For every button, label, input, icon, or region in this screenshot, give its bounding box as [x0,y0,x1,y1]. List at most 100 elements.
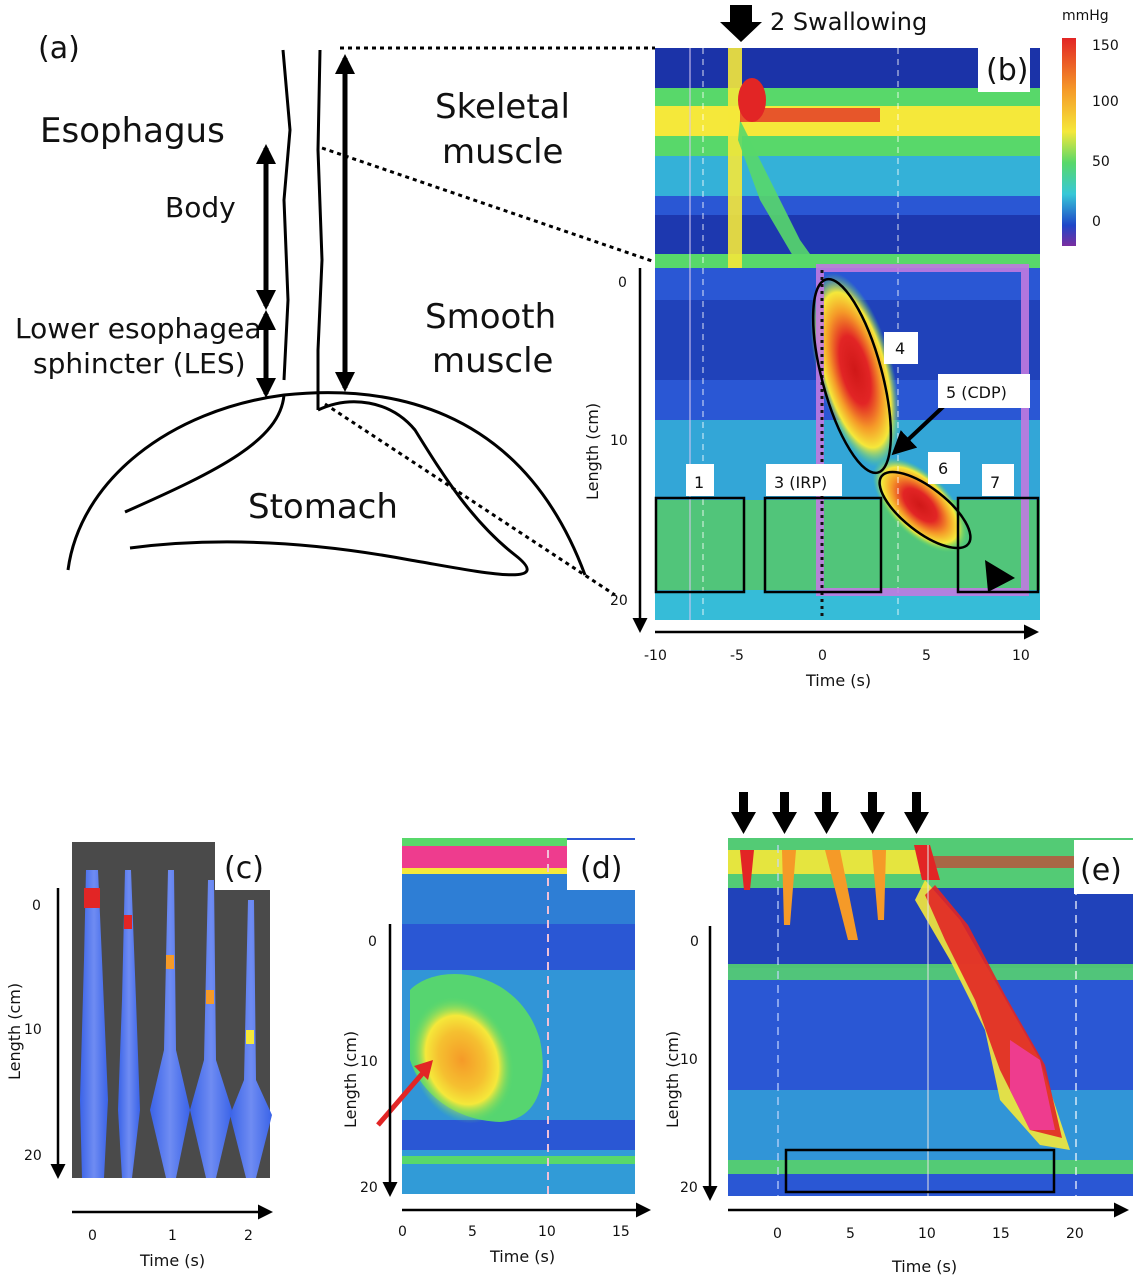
panel-d-letter-bg [567,840,635,890]
d-ytick-10: 10 [360,1054,378,1070]
band-ues-lower [655,136,1040,156]
tube-1-hotspot [84,888,100,908]
e-les-box [784,1148,1056,1194]
b-xtick-10: 10 [1012,648,1030,664]
panel-b-letter: (b) [986,53,1028,88]
d-xtick-5: 5 [468,1224,477,1240]
stomach-label: Stomach [248,487,398,527]
panel-d: (d) 0 10 20 0 5 10 15 Time (s) Length (c… [341,838,651,1266]
stomach-inner-wall [129,400,529,577]
d-les-line [402,1156,635,1164]
skeletal-label-line1: Skeletal [435,87,570,127]
ellipse-6 [878,470,972,550]
e-swallow-arrow-4 [860,792,885,834]
e-xtick-20: 20 [1066,1226,1084,1242]
label-4: 4 [895,339,905,358]
b-xtick-m10: -10 [644,648,667,664]
tube-3-hotspot [166,955,174,969]
label-3-irp: 3 (IRP) [774,473,827,492]
skeletal-label-line2: muscle [442,132,563,172]
stomach-left-fold [124,394,286,514]
e-spike-4 [872,850,886,920]
body-label: Body [165,191,236,224]
b-ytick-20: 20 [610,593,628,609]
e-ylabel: Length (cm) [663,1031,682,1128]
panel-b: 2 Swallowing (b) 1 3 (IRP) 4 5 (CDP) 6 7… [583,5,1119,690]
box-1 [654,496,746,594]
tube-2-hotspot [124,915,132,929]
e-xtick-5: 5 [846,1226,855,1242]
c-ytick-10: 10 [24,1022,42,1038]
colorbar-tick-150: 150 [1092,38,1119,54]
panel-e-letter: (e) [1080,853,1122,888]
e-les-band [728,1160,1133,1174]
label-7: 7 [990,473,1000,492]
b-ytick-0: 0 [618,275,627,291]
label-5-cdp: 5 (CDP) [946,383,1007,402]
e-swallow-arrow-2 [772,792,797,834]
label-4-bg [884,332,918,364]
e-contraction-pink [1010,1040,1055,1130]
colorbar-tick-100: 100 [1092,94,1119,110]
d-red-arrow-shaft [376,1065,430,1127]
d-xtick-15: 15 [612,1224,630,1240]
label-5-bg [938,374,1030,408]
d-xtick-10: 10 [538,1224,556,1240]
panel-e: (e) 0 10 20 0 5 10 15 20 Time (s) Length… [663,792,1133,1276]
connector-transition [321,146,656,264]
e-xtick-15: 15 [992,1226,1010,1242]
esophagus-label: Esophagus [40,111,225,151]
swallow-arrow [720,5,762,42]
e-transition-band [728,964,1133,980]
tube-5-hotspot [246,1030,254,1044]
e-xtick-10: 10 [918,1226,936,1242]
distal-hotspot [872,457,968,553]
esophagus-left-wall [281,49,292,381]
box-7 [956,496,1040,594]
label-1-bg [686,464,714,496]
e-swallow-arrow-5 [904,792,929,834]
e-swallow-arrow-1 [731,792,756,834]
panel-b-letter-bg [978,48,1030,92]
panel-c-letter-bg [215,842,270,890]
box-3-irp [763,496,883,594]
ues-red-line [740,108,880,122]
c-ytick-0: 0 [32,898,41,914]
swallow-spike [728,48,742,268]
e-ytick-10: 10 [680,1052,698,1068]
c-ylabel: Length (cm) [5,983,24,1080]
cdp-arrow [891,403,947,456]
d-xtick-0: 0 [398,1224,407,1240]
smooth-label-line2: muscle [432,341,553,381]
b-xtick-m5: -5 [730,648,744,664]
d-ytick-0: 0 [368,934,377,950]
upper-wave [738,120,820,268]
esophagus-right-wall [316,49,324,410]
les-label-line2: sphincter (LES) [33,347,246,380]
c-xtick-2: 2 [244,1228,253,1244]
colorbar-tick-0: 0 [1092,214,1101,230]
band-cyan1 [655,156,1040,196]
e-spike-2 [782,850,796,925]
panel-e-letter-bg [1074,840,1133,894]
d-xlabel: Time (s) [489,1247,555,1266]
b-ytick-10: 10 [610,433,628,449]
label-6: 6 [938,459,948,478]
band-dark [655,215,1040,255]
d-ues-yellow [402,868,567,874]
panel-c-letter: (c) [224,851,264,886]
swallow-label: 2 Swallowing [770,8,927,36]
label-6-bg [928,452,960,484]
e-spike-1 [740,850,754,890]
contraction-window-box [816,264,1029,596]
b-xtick-0: 0 [818,648,827,664]
b-xlabel: Time (s) [805,671,871,690]
connector-les [324,402,616,597]
peristaltic-hotspot [810,272,900,468]
e-xtick-0: 0 [773,1226,782,1242]
bolus-tube-3 [150,870,190,1178]
panel-d-letter: (d) [580,851,622,886]
c-xlabel: Time (s) [139,1251,205,1270]
arrowhead-7 [985,560,1015,592]
